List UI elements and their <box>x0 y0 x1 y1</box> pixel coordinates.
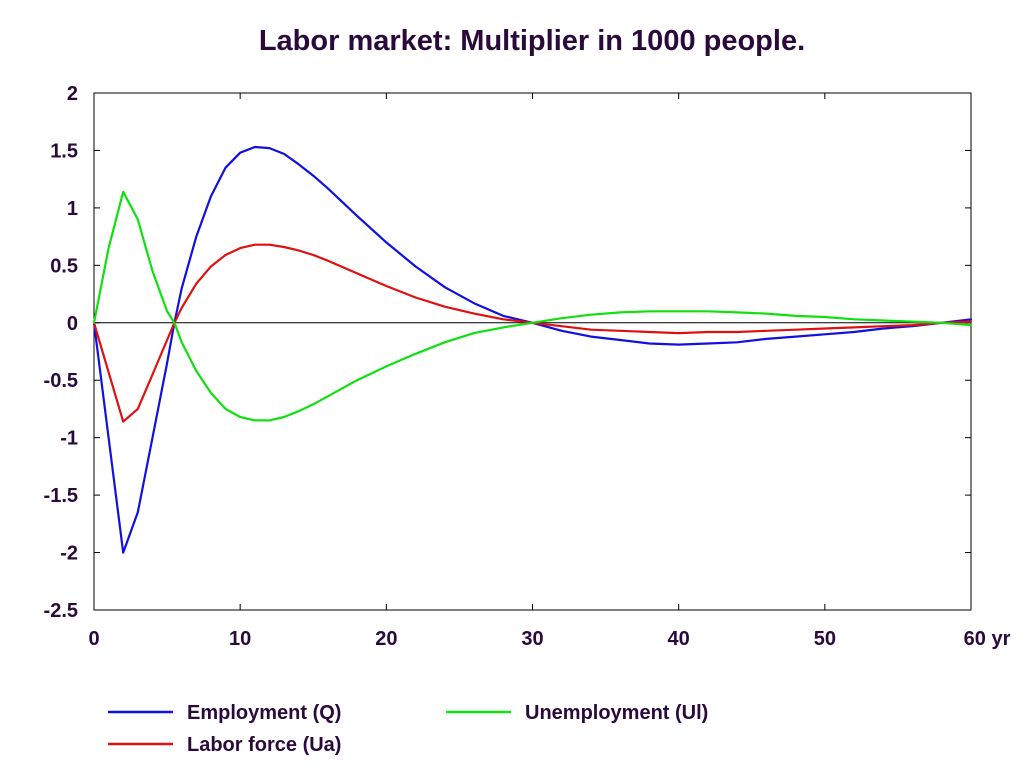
x-tick-label: 50 <box>814 628 836 650</box>
y-tick-label: 1.5 <box>50 140 78 162</box>
legend: Employment (Q) Labor force (Ua) Unemployme… <box>108 702 708 756</box>
y-tick-label: -1.5 <box>44 485 78 507</box>
y-tick-label: 0 <box>67 313 78 335</box>
plot-frame <box>93 92 972 611</box>
x-tick-label: 40 <box>668 628 690 650</box>
x-tick-label: 20 <box>375 628 397 650</box>
y-tick-label: -0.5 <box>44 370 78 392</box>
axis-ticks: 2 1.5 1 0.5 0 -0.5 -1 -1.5 -2 -2.5 0 10 20 30 40 50 60 y… <box>44 83 1011 650</box>
y-tick-label: -1 <box>60 428 78 450</box>
y-tick-label: 1 <box>67 198 78 220</box>
x-tick-label: 60 yr <box>964 628 1011 650</box>
x-tick-label: 30 <box>521 628 543 650</box>
legend-label-0: Employment (Q) <box>187 702 341 724</box>
chart-title: Labor market: Multiplier in 1000 people. <box>259 25 805 57</box>
y-tick-label: -2 <box>60 543 78 565</box>
series-line-1 <box>92 243 973 423</box>
y-tick-label: 0.5 <box>50 255 78 277</box>
series-line-0 <box>92 145 973 554</box>
legend-label-2: Unemployment (Ul) <box>525 702 708 724</box>
y-tick-label: -2.5 <box>44 600 78 622</box>
legend-label-1: Labor force (Ua) <box>187 734 341 756</box>
series-layer <box>92 145 973 554</box>
x-tick-label: 0 <box>88 628 99 650</box>
y-tick-label: 2 <box>67 83 78 105</box>
series-line-2 <box>92 190 973 422</box>
x-tick-label: 10 <box>229 628 251 650</box>
